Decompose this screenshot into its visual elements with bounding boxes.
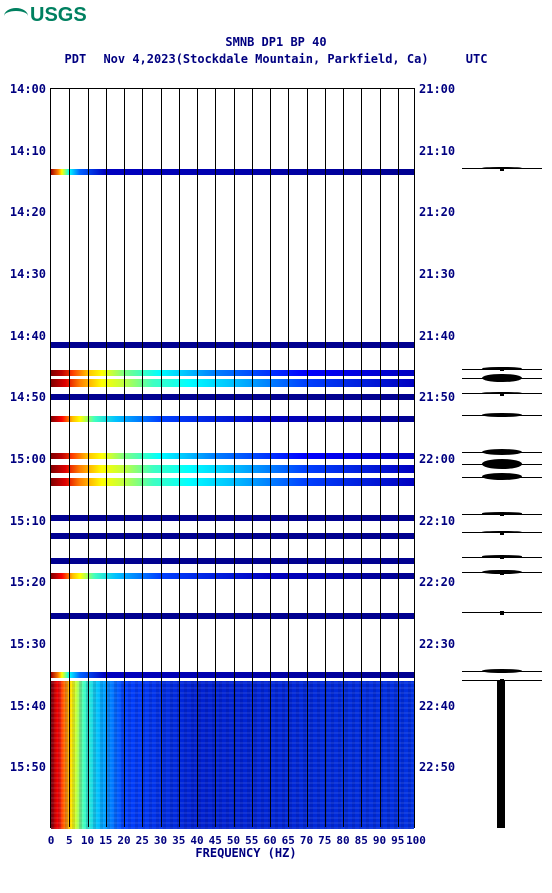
grid-line-vertical — [88, 89, 89, 827]
grid-line-vertical — [325, 89, 326, 827]
seismogram-trace — [462, 532, 542, 533]
grid-line-vertical — [288, 89, 289, 827]
grid-line-vertical — [106, 89, 107, 827]
grid-line-vertical — [270, 89, 271, 827]
seismogram-trace — [462, 514, 542, 515]
chart-title: SMNB DP1 BP 40 — [0, 35, 552, 49]
grid-line-vertical — [161, 89, 162, 827]
yaxis-right-label: 22:00 — [419, 452, 455, 466]
xaxis-title: FREQUENCY (HZ) — [0, 846, 522, 860]
grid-line-vertical — [252, 89, 253, 827]
grid-line-vertical — [361, 89, 362, 827]
yaxis-right-label: 21:50 — [419, 390, 455, 404]
yaxis-left-label: 15:00 — [10, 452, 46, 466]
seismogram-trace — [462, 671, 542, 672]
seismogram-dense-trace — [497, 680, 505, 828]
yaxis-right-label: 22:30 — [419, 637, 455, 651]
grid-line-vertical — [307, 89, 308, 827]
yaxis-right-label: 21:10 — [419, 144, 455, 158]
grid-line-vertical — [142, 89, 143, 827]
grid-line-vertical — [343, 89, 344, 827]
seismogram-trace — [462, 464, 542, 465]
yaxis-right-label: 21:30 — [419, 267, 455, 281]
seismogram-trace — [462, 557, 542, 558]
seismogram-trace — [462, 680, 542, 681]
seismogram-trace — [462, 572, 542, 573]
grid-line-vertical — [234, 89, 235, 827]
yaxis-left-label: 15:20 — [10, 575, 46, 589]
grid-line-vertical — [380, 89, 381, 827]
yaxis-right-label: 21:40 — [419, 329, 455, 343]
location-label: (Stockdale Mountain, Parkfield, Ca) — [176, 52, 429, 66]
yaxis-left-label: 15:30 — [10, 637, 46, 651]
seismogram-trace — [462, 168, 542, 169]
grid-line-vertical — [124, 89, 125, 827]
yaxis-left-label: 15:40 — [10, 699, 46, 713]
yaxis-left-label: 14:10 — [10, 144, 46, 158]
yaxis-left-label: 14:20 — [10, 205, 46, 219]
seismogram-trace — [462, 477, 542, 478]
yaxis-right-label: 22:40 — [419, 699, 455, 713]
yaxis-left-label: 14:50 — [10, 390, 46, 404]
yaxis-left-label: 14:30 — [10, 267, 46, 281]
tz-right-label: UTC — [466, 52, 488, 66]
grid-line-vertical — [179, 89, 180, 827]
grid-line-vertical — [398, 89, 399, 827]
date-label: Nov 4,2023 — [103, 52, 175, 66]
grid-line-vertical — [197, 89, 198, 827]
grid-line-vertical — [215, 89, 216, 827]
yaxis-right-label: 21:00 — [419, 82, 455, 96]
yaxis-left-label: 14:40 — [10, 329, 46, 343]
yaxis-right-label: 22:10 — [419, 514, 455, 528]
usgs-logo: USGS — [4, 4, 87, 27]
yaxis-right-label: 21:20 — [419, 205, 455, 219]
tz-left-label: PDT — [65, 52, 87, 66]
seismogram-trace — [462, 612, 542, 613]
yaxis-right-label: 22:20 — [419, 575, 455, 589]
grid-line-vertical — [69, 89, 70, 827]
spectrogram-plot: 0510152025303540455055606570758085909510… — [50, 88, 415, 828]
seismogram-trace — [462, 369, 542, 370]
seismogram-trace — [462, 378, 542, 379]
yaxis-left-label: 14:00 — [10, 82, 46, 96]
yaxis-right-label: 22:50 — [419, 760, 455, 774]
seismogram-trace — [462, 452, 542, 453]
yaxis-left-label: 15:50 — [10, 760, 46, 774]
yaxis-left-label: 15:10 — [10, 514, 46, 528]
chart-subtitle: PDT Nov 4,2023(Stockdale Mountain, Parkf… — [0, 52, 552, 66]
seismogram-trace — [462, 393, 542, 394]
seismogram-trace — [462, 415, 542, 416]
